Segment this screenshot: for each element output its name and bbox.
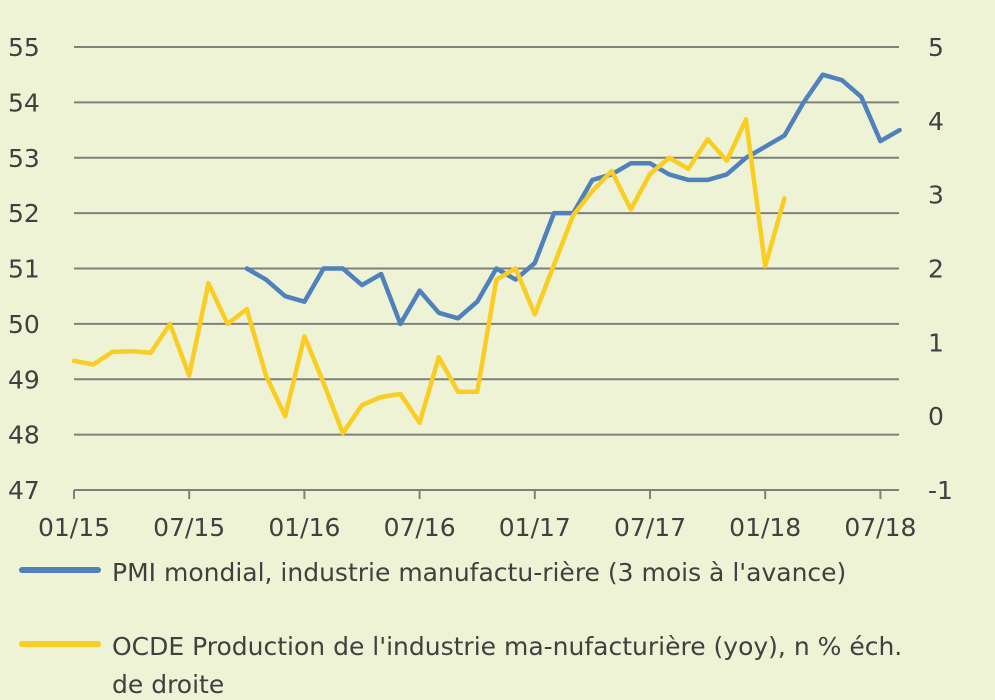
x-tick-label: 07/16 [384,513,456,542]
grid [74,46,899,436]
y-left-tick-label: 54 [8,88,40,117]
y-right-tick-label: 3 [928,181,944,210]
y-axis-right: -1 0 1 2 3 4 5 [928,33,953,505]
y-left-tick-label: 48 [8,421,40,450]
legend-item-pmi: PMI mondial, industrie manufactu-rière (… [19,558,846,587]
y-right-tick-label: 0 [928,402,944,431]
x-tick-label: 07/15 [153,513,225,542]
y-left-tick-label: 50 [8,310,40,339]
y-left-tick-label: 51 [8,255,40,284]
y-right-tick-label: 1 [928,328,944,357]
x-tick-label: 01/17 [499,513,571,542]
y-left-tick-label: 55 [8,33,40,62]
y-left-tick-label: 47 [8,476,40,505]
y-left-tick-label: 52 [8,199,40,228]
legend-label-ocde-cont: de droite [112,670,224,699]
y-right-tick-label: 2 [928,255,944,284]
legend-label-pmi: PMI mondial, industrie manufactu-rière (… [112,558,846,587]
series [71,72,902,436]
series-line-pmi [244,72,902,327]
x-tick-label: 01/15 [38,513,110,542]
series-line-ocde [71,117,787,436]
y-right-tick-label: 4 [928,107,944,136]
y-right-tick-label: 5 [928,33,944,62]
x-tick-label: 07/17 [614,513,686,542]
y-right-tick-label: -1 [928,476,953,505]
y-left-tick-label: 49 [8,365,40,394]
y-axis-left: 47 48 49 50 51 52 53 54 55 [8,33,40,505]
legend: PMI mondial, industrie manufactu-rière (… [19,558,902,699]
x-axis [73,489,899,499]
legend-item-ocde: OCDE Production de l'industrie ma-nufact… [19,632,902,699]
x-tick-labels: 01/15 07/15 01/16 07/16 01/17 07/17 01/18 07/18 [38,513,916,542]
x-tick-label: 07/18 [844,513,916,542]
y-left-tick-label: 53 [8,144,40,173]
x-tick-label: 01/18 [729,513,801,542]
x-tick-label: 01/16 [268,513,340,542]
legend-label-ocde: OCDE Production de l'industrie ma-nufact… [112,632,902,661]
